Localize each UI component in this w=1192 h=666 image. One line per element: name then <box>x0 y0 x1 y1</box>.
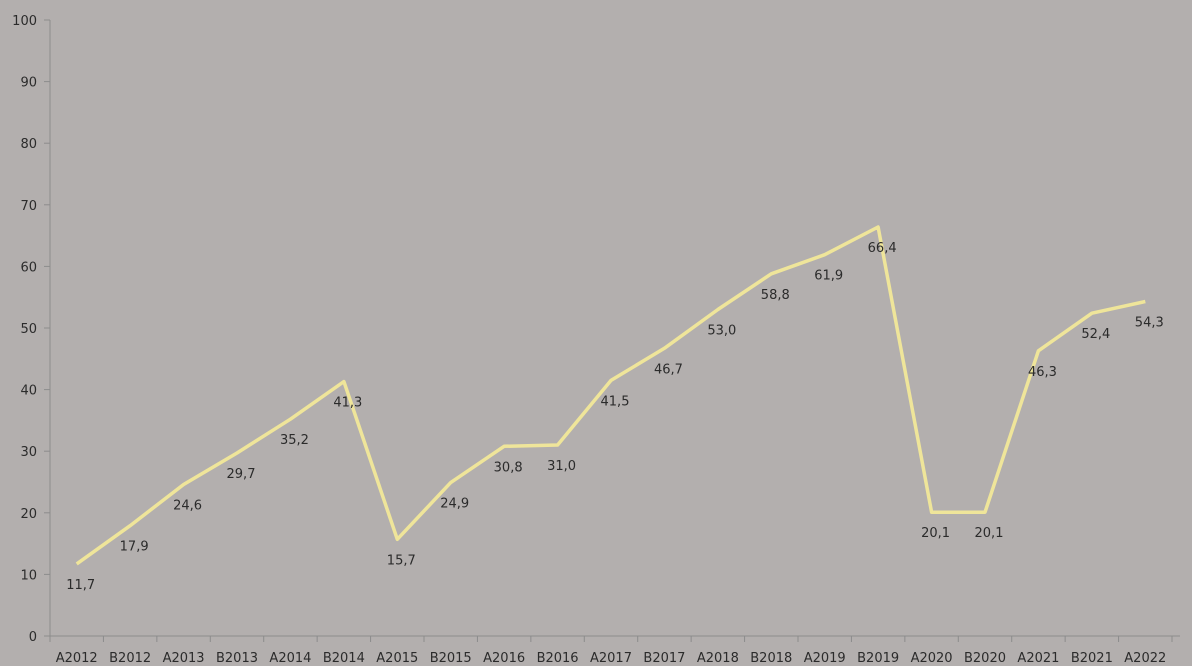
data-label: 15,7 <box>387 553 416 568</box>
y-tick-label: 50 <box>20 322 37 337</box>
x-tick-label: B2014 <box>323 651 365 666</box>
x-tick-label: B2012 <box>109 651 151 666</box>
x-axis: A2012 B2012 A2013 B2013 A2014 B2014 A2015 B2015… <box>49 635 1180 666</box>
data-label: 61,9 <box>814 269 843 284</box>
x-tick-label: B2013 <box>216 651 258 666</box>
data-label: 17,9 <box>120 540 149 555</box>
x-tick-label: A2016 <box>483 651 525 666</box>
data-label: 53,0 <box>707 324 736 339</box>
x-tick-label: A2021 <box>1017 651 1059 666</box>
data-label: 41,3 <box>333 396 362 411</box>
data-label: 66,4 <box>868 241 897 256</box>
x-tick-label: B2019 <box>857 651 899 666</box>
y-tick-label: 30 <box>20 445 37 460</box>
x-tick-label: A2012 <box>56 651 98 666</box>
x-tick-label: A2022 <box>1124 651 1166 666</box>
y-tick-label: 60 <box>20 260 37 275</box>
y-axis: 0 10 20 30 40 50 60 70 80 90 100 <box>12 14 51 645</box>
data-label: 29,7 <box>227 467 256 482</box>
x-tick-label: B2017 <box>643 651 685 666</box>
y-tick-label: 70 <box>20 199 37 214</box>
data-label: 58,8 <box>761 288 790 303</box>
data-label: 20,1 <box>921 526 950 541</box>
y-tick-label: 80 <box>20 137 37 152</box>
data-label: 41,5 <box>601 394 630 409</box>
x-tick-label: B2018 <box>750 651 792 666</box>
series-line <box>75 225 1146 566</box>
data-label: 46,7 <box>654 362 683 377</box>
data-label: 20,1 <box>975 526 1004 541</box>
data-label: 30,8 <box>494 460 523 475</box>
x-tick-label: A2018 <box>697 651 739 666</box>
y-tick-label: 90 <box>20 76 37 91</box>
y-tick-label: 40 <box>20 384 37 399</box>
x-tick-label: A2019 <box>804 651 846 666</box>
data-label: 24,9 <box>440 497 469 512</box>
x-tick-label: A2015 <box>376 651 418 666</box>
x-tick-label: B2020 <box>964 651 1006 666</box>
x-tick-label: A2020 <box>911 651 953 666</box>
data-label: 35,2 <box>280 433 309 448</box>
data-label: 11,7 <box>66 578 95 593</box>
y-tick-label: 0 <box>29 630 37 645</box>
data-label: 24,6 <box>173 498 202 513</box>
x-tick-label: B2015 <box>430 651 472 666</box>
x-tick-label: A2013 <box>163 651 205 666</box>
x-tick-label: A2017 <box>590 651 632 666</box>
x-tick-label: B2016 <box>537 651 579 666</box>
x-tick-label: B2021 <box>1071 651 1113 666</box>
data-label: 46,3 <box>1028 365 1057 380</box>
y-tick-label: 100 <box>12 14 37 29</box>
data-label: 31,0 <box>547 459 576 474</box>
y-tick-label: 10 <box>20 568 37 583</box>
x-tick-label: A2014 <box>269 651 311 666</box>
y-tick-label: 20 <box>20 507 37 522</box>
data-label: 52,4 <box>1081 327 1110 342</box>
series-line-path <box>75 225 1146 566</box>
data-label: 54,3 <box>1135 316 1164 331</box>
data-labels: 11,7 17,9 24,6 29,7 35,2 41,3 15,7 24,9 30,8 31,0… <box>66 241 1164 593</box>
